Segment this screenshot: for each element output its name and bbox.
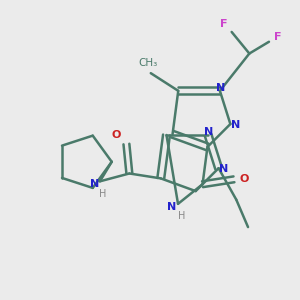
Text: F: F <box>274 32 282 42</box>
Text: CH₃: CH₃ <box>138 58 158 68</box>
Text: H: H <box>99 189 106 199</box>
Text: F: F <box>220 19 228 29</box>
Text: H: H <box>178 211 186 220</box>
Text: N: N <box>219 164 228 174</box>
Text: N: N <box>167 202 176 212</box>
Text: O: O <box>239 174 248 184</box>
Text: N: N <box>231 120 240 130</box>
Text: N: N <box>205 127 214 137</box>
Text: N: N <box>216 83 226 93</box>
Text: O: O <box>112 130 121 140</box>
Text: N: N <box>90 179 100 189</box>
